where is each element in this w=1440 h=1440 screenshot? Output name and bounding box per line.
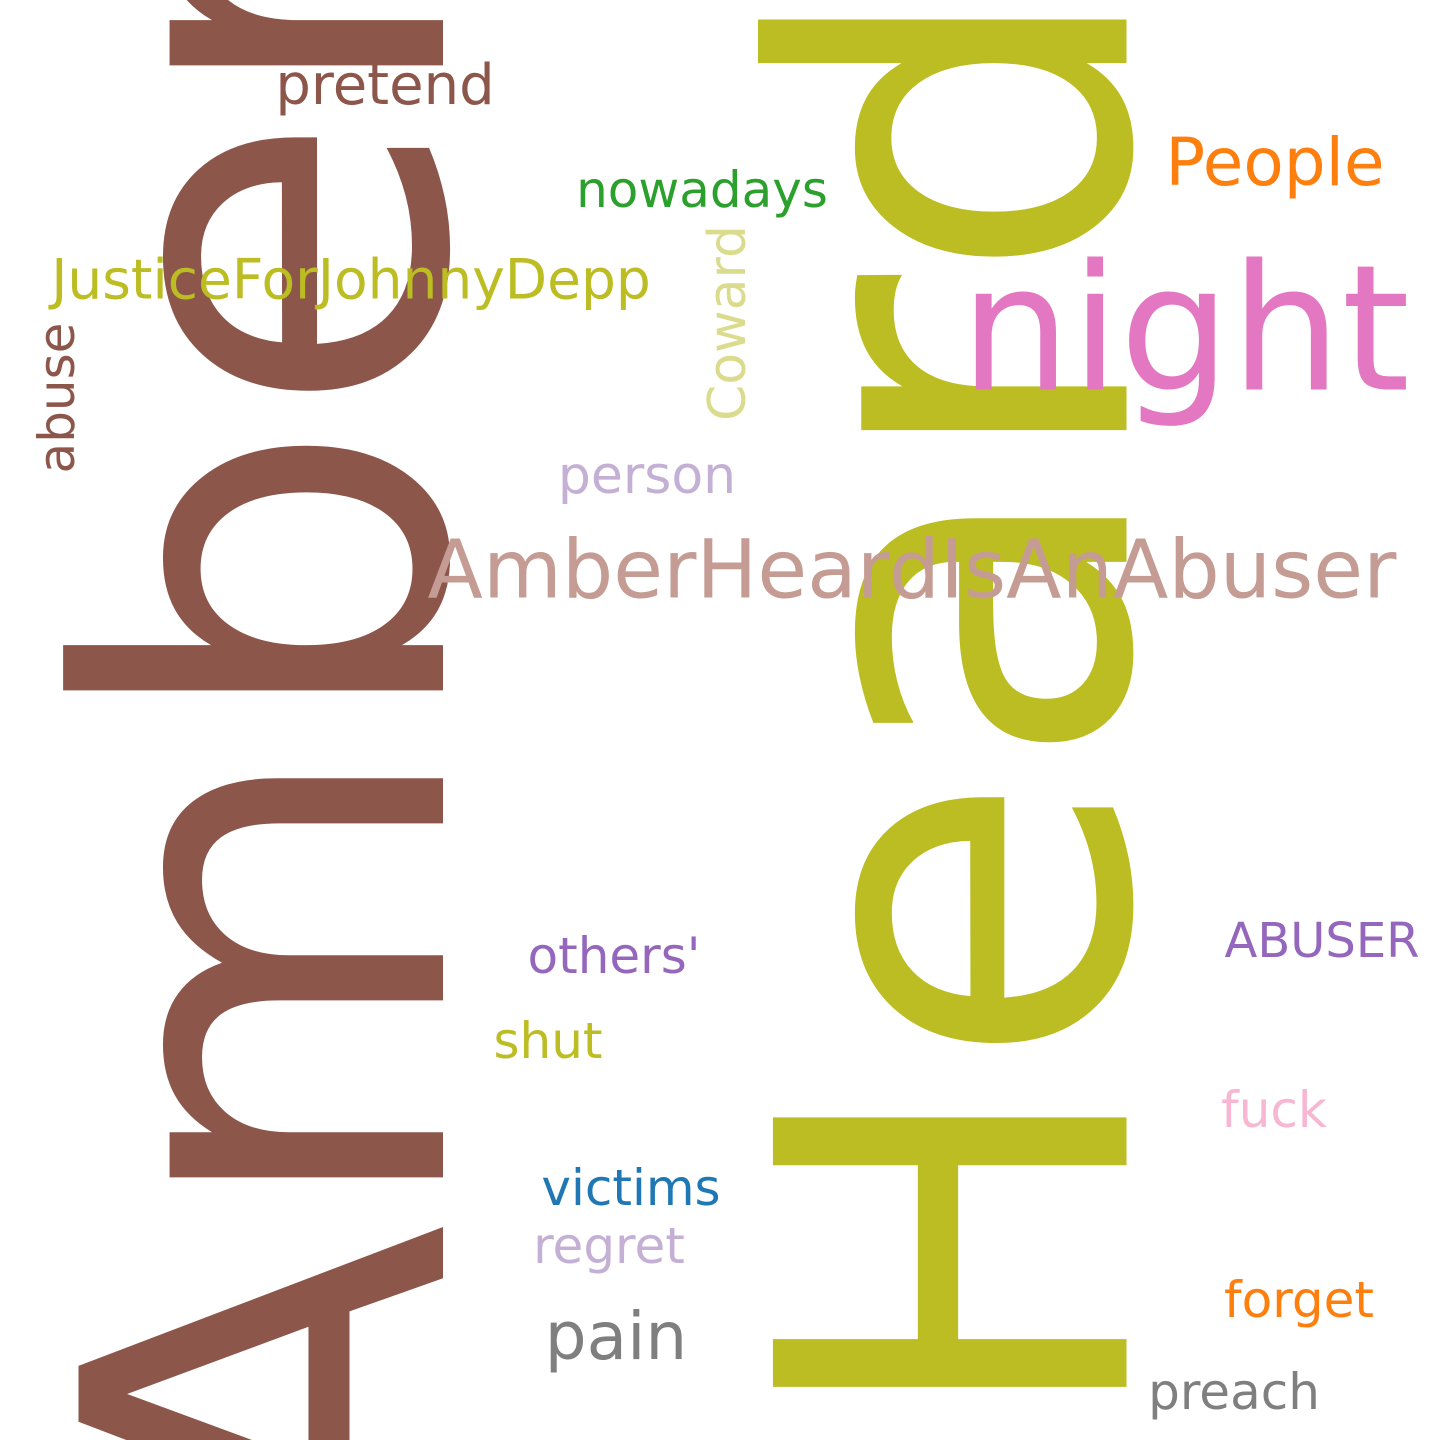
- word-person: person: [557, 446, 737, 506]
- word-abuser: ABUSER: [1224, 913, 1420, 969]
- word-coward: Coward: [698, 225, 758, 421]
- word-pain: pain: [544, 1298, 688, 1375]
- word-amberheardisanabuser: AmberHeardIsAnAbuser: [427, 523, 1397, 618]
- word-pretend: pretend: [275, 53, 495, 118]
- word-night: night: [959, 228, 1411, 432]
- word-people: People: [1165, 124, 1385, 201]
- word-justiceforjohnnydepp: JusticeForJohnnyDepp: [51, 247, 651, 312]
- word-abuse: abuse: [28, 322, 86, 474]
- word-regret: regret: [533, 1217, 685, 1275]
- word-amber: Amber: [0, 0, 561, 1440]
- word-forget: forget: [1224, 1271, 1374, 1329]
- word-nowadays: nowadays: [576, 161, 828, 219]
- word-preach: preach: [1148, 1363, 1320, 1421]
- word-others: others': [527, 927, 701, 985]
- word-fuck: fuck: [1221, 1081, 1327, 1139]
- word-victims: victims: [541, 1159, 721, 1217]
- word-shut: shut: [493, 1012, 603, 1070]
